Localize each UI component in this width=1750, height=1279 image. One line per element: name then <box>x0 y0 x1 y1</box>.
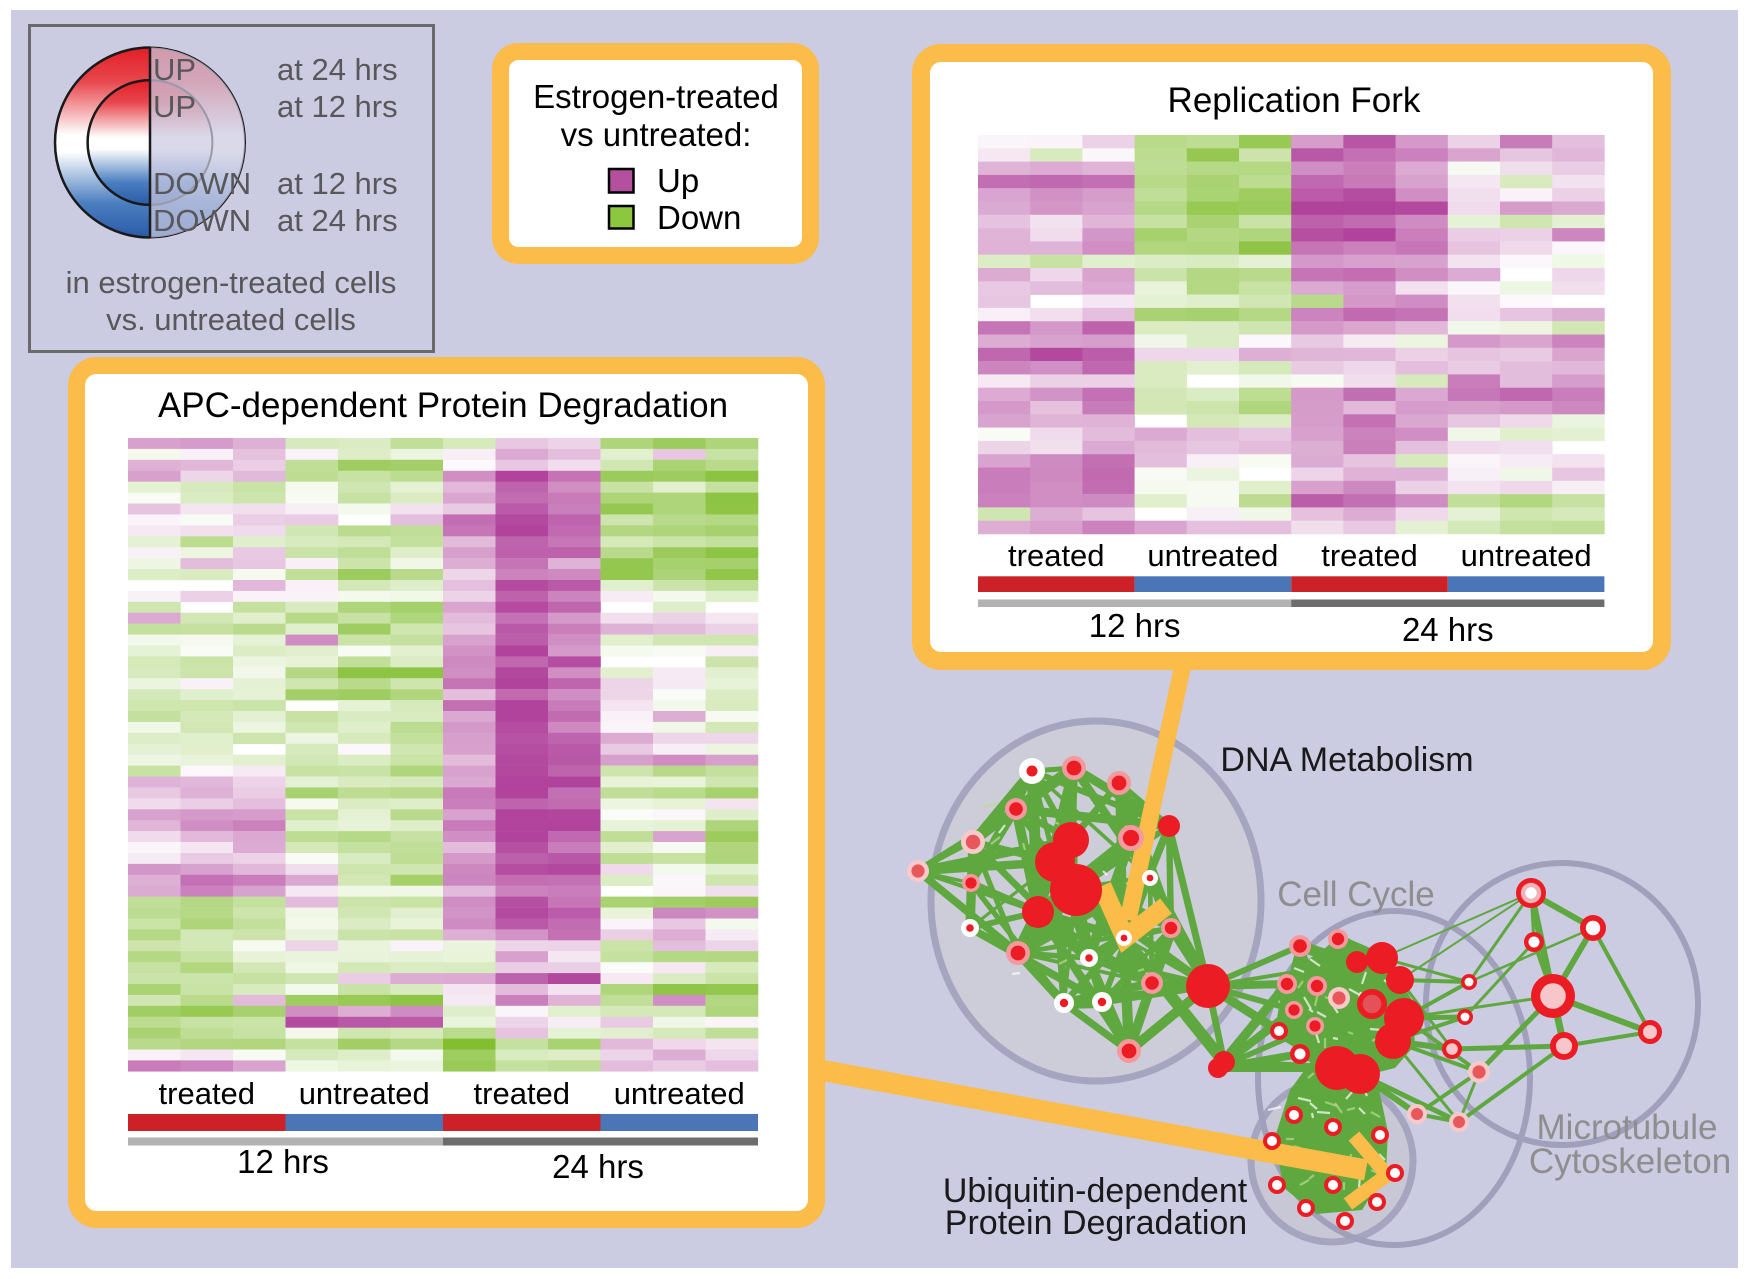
svg-text:12 hrs: 12 hrs <box>1089 607 1181 644</box>
svg-text:UP: UP <box>153 52 196 87</box>
svg-text:treated: treated <box>1008 538 1105 573</box>
svg-text:Estrogen-treated: Estrogen-treated <box>533 78 779 115</box>
svg-text:DOWN: DOWN <box>153 166 251 201</box>
svg-text:untreated: untreated <box>299 1076 430 1111</box>
svg-text:untreated: untreated <box>1147 538 1278 573</box>
svg-text:12 hrs: 12 hrs <box>237 1143 329 1180</box>
svg-text:Cell Cycle: Cell Cycle <box>1277 875 1435 914</box>
svg-text:Up: Up <box>657 162 699 199</box>
svg-text:treated: treated <box>1321 538 1418 573</box>
svg-text:treated: treated <box>474 1076 571 1111</box>
svg-text:Down: Down <box>657 199 741 236</box>
svg-text:Replication Fork: Replication Fork <box>1168 81 1421 120</box>
svg-text:Ubiquitin-dependent: Ubiquitin-dependent <box>943 1172 1248 1210</box>
svg-text:vs untreated:: vs untreated: <box>561 116 752 153</box>
svg-text:APC-dependent Protein Degradat: APC-dependent Protein Degradation <box>158 386 728 425</box>
svg-text:at 24 hrs: at 24 hrs <box>277 203 398 238</box>
svg-text:at 24 hrs: at 24 hrs <box>277 52 398 87</box>
svg-text:24 hrs: 24 hrs <box>552 1148 644 1185</box>
svg-text:DNA Metabolism: DNA Metabolism <box>1220 741 1473 779</box>
svg-text:at 12 hrs: at 12 hrs <box>277 166 398 201</box>
svg-text:Microtubule: Microtubule <box>1537 1108 1718 1147</box>
svg-text:DOWN: DOWN <box>153 203 251 238</box>
svg-text:at 12 hrs: at 12 hrs <box>277 89 398 124</box>
svg-text:UP: UP <box>153 89 196 124</box>
svg-text:vs. untreated cells: vs. untreated cells <box>106 302 356 337</box>
svg-text:in estrogen-treated cells: in estrogen-treated cells <box>66 265 397 300</box>
svg-text:treated: treated <box>159 1076 256 1111</box>
svg-text:24 hrs: 24 hrs <box>1402 611 1494 648</box>
svg-text:untreated: untreated <box>1461 538 1592 573</box>
svg-text:Protein Degradation: Protein Degradation <box>945 1204 1247 1242</box>
svg-text:Cytoskeleton: Cytoskeleton <box>1529 1142 1731 1181</box>
svg-text:untreated: untreated <box>614 1076 745 1111</box>
